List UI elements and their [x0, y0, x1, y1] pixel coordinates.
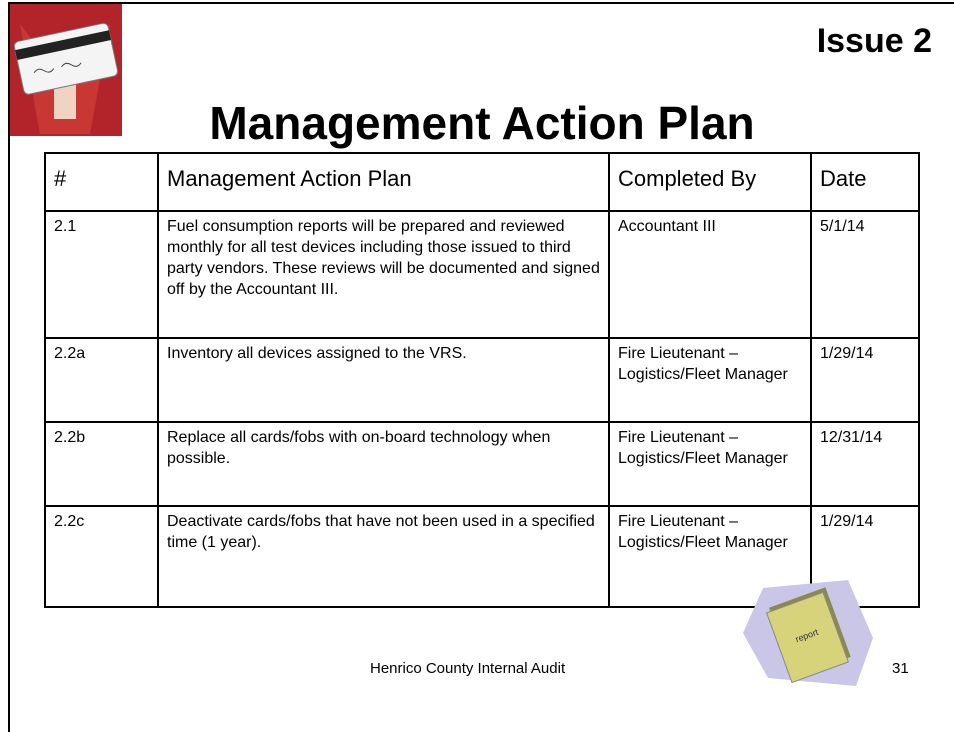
table-body: 2.1 Fuel consumption reports will be prep… — [44, 210, 920, 608]
table-cell: Replace all cards/fobs with on-board tec… — [157, 421, 610, 507]
header-cell: Date — [810, 152, 920, 212]
table-row: 2.2c Deactivate cards/fobs that have not … — [44, 505, 920, 608]
table-cell: 12/31/14 — [810, 421, 920, 507]
table-cell: Inventory all devices assigned to the VR… — [157, 337, 610, 423]
table-cell: Fuel consumption reports will be prepare… — [157, 210, 610, 339]
header-cell: # — [44, 152, 159, 212]
table-cell: 2.2b — [44, 421, 159, 507]
table-cell: 5/1/14 — [810, 210, 920, 339]
slide-title: Management Action Plan — [209, 97, 755, 149]
report-clipart: report — [743, 580, 873, 686]
header-row: # Management Action Plan Completed By Date — [44, 152, 920, 212]
table-row: 2.1 Fuel consumption reports will be prep… — [44, 210, 920, 339]
table-cell: Deactivate cards/fobs that have not been… — [157, 505, 610, 608]
card-clipart — [10, 4, 122, 136]
table-row: 2.2b Replace all cards/fobs with on-board… — [44, 421, 920, 507]
header-cell: Management Action Plan — [157, 152, 610, 212]
table-cell: Fire Lieutenant – Logistics/Fleet Manage… — [608, 421, 812, 507]
action-table: # Management Action Plan Completed By Date … — [44, 152, 920, 608]
table-cell: 2.1 — [44, 210, 159, 339]
table-cell: 2.2c — [44, 505, 159, 608]
slide-frame — [8, 2, 954, 732]
table-cell: Fire Lieutenant – Logistics/Fleet Manage… — [608, 337, 812, 423]
table-cell: Accountant III — [608, 210, 812, 339]
table-row: 2.2a Inventory all devices assigned to th… — [44, 337, 920, 423]
table-cell: 1/29/14 — [810, 337, 920, 423]
table-cell: Fire Lieutenant – Logistics/Fleet Manage… — [608, 505, 812, 608]
header-cell: Completed By — [608, 152, 812, 212]
table-cell: 2.2a — [44, 337, 159, 423]
footer-text: Henrico County Internal Audit — [370, 660, 566, 677]
issue-label: Issue 2 — [816, 22, 932, 60]
page-number: 31 — [892, 660, 909, 677]
